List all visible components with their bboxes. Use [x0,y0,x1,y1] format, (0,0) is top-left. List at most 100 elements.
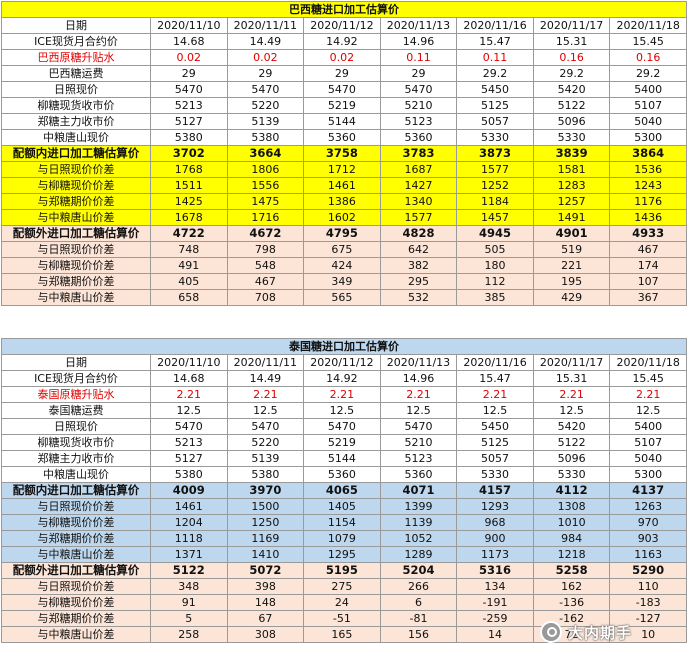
date-header: 2020/11/17 [532,354,611,371]
cell-value: 1461 [303,177,381,194]
cell-value: 5330 [456,129,534,146]
cell-value: 429 [532,289,611,306]
date-header: 2020/11/10 [150,17,228,34]
table-row: 与日照现价价差 748 798 675 642 505 519 467 [1,241,687,258]
row-label: 与柳糖现价价差 [1,594,151,611]
cell-value: 15.31 [532,370,611,387]
table-row: 与中粮唐山价差 1371 1410 1295 1289 1173 1218 1163 [1,546,687,563]
cell-value: 5204 [379,562,458,579]
cell-value: 5 [150,610,228,627]
row-label: 配额内进口加工糖估算价 [1,145,151,162]
row-label: 与日照现价价差 [1,498,151,515]
table-row: 巴西原糖升贴水 0.02 0.02 0.02 0.11 0.11 0.16 0.16 [1,49,687,66]
cell-value: 1052 [379,530,458,547]
cell-value: 1491 [532,209,611,226]
cell-value: 3783 [379,145,458,162]
title-row: 巴西糖进口加工估算价 [1,1,687,18]
cell-value: 15.31 [532,33,611,50]
cell-value: 4157 [456,482,534,499]
cell-value: 4065 [303,482,381,499]
cell-value: 1218 [532,546,611,563]
cell-value: 903 [609,530,687,547]
cell-value: 1577 [456,161,534,178]
cell-value: -51 [303,610,381,627]
cell-value: 67 [226,610,305,627]
cell-value: 5040 [609,450,687,467]
row-label: 与郑糖期价价差 [1,530,151,547]
cell-value: 14.92 [303,33,381,50]
date-header: 2020/11/13 [379,17,458,34]
cell-value: 5139 [226,450,305,467]
table-row: 与中粮唐山价差 258 308 165 156 14 72 10 [1,626,687,643]
cell-value: 29 [150,65,228,82]
table-row: 与中粮唐山价差 658 708 565 532 385 429 367 [1,289,687,306]
cell-value: 29 [379,65,458,82]
cell-value: 4901 [532,225,611,242]
cell-value: 3702 [150,145,228,162]
cell-value: 1457 [456,209,534,226]
cell-value: 1461 [150,498,228,515]
row-label: 与中粮唐山价差 [1,209,151,226]
cell-value: 5144 [303,450,381,467]
cell-value: -183 [609,594,687,611]
cell-value: 0.16 [609,49,687,66]
cell-value: 1263 [609,498,687,515]
cell-value: 5470 [379,418,458,435]
row-label: 柳糖现货收市价 [1,97,151,114]
cell-value: 1289 [379,546,458,563]
cell-value: 1176 [609,193,687,210]
row-label: 与日照现价价差 [1,578,151,595]
cell-value: 5258 [532,562,611,579]
cell-value: 5330 [532,129,611,146]
table-row: 配额内进口加工糖估算价 4009 3970 4065 4071 4157 4112 4137 [1,482,687,499]
cell-value: 424 [303,257,381,274]
cell-value: 5400 [609,81,687,98]
cell-value: 5300 [609,129,687,146]
cell-value: 29.2 [532,65,611,82]
cell-value: 5360 [379,129,458,146]
cell-value: 5210 [379,434,458,451]
cell-value: 5123 [379,450,458,467]
cell-value: 5057 [456,113,534,130]
cell-value: 4009 [150,482,228,499]
cell-value: 14.68 [150,33,228,50]
cell-value: 5420 [532,418,611,435]
cell-value: 1204 [150,514,228,531]
thailand-sugar-table: 泰国糖进口加工估算价 日期 2020/11/10 2020/11/11 2020/11/… [1,338,687,643]
cell-value: 12.5 [532,402,611,419]
cell-value: 29 [226,65,305,82]
row-label: 巴西原糖升贴水 [1,49,151,66]
cell-value: 1169 [226,530,305,547]
table-row: 与柳糖现价价差 91 148 24 6 -191 -136 -183 [1,594,687,611]
table-row: 日照现价 5470 5470 5470 5470 5450 5420 5400 [1,81,687,98]
cell-value: 24 [303,594,381,611]
cell-value: 134 [456,578,534,595]
cell-value: 1250 [226,514,305,531]
cell-value: 1806 [226,161,305,178]
cell-value: 14.68 [150,370,228,387]
cell-value: 1252 [456,177,534,194]
cell-value: 1386 [303,193,381,210]
cell-value: 1425 [150,193,228,210]
cell-value: 532 [379,289,458,306]
cell-value: 5330 [532,466,611,483]
cell-value: 1371 [150,546,228,563]
table-row: 与郑糖期价价差 1425 1475 1386 1340 1184 1257 1176 [1,193,687,210]
cell-value: 382 [379,257,458,274]
cell-value: 4137 [609,482,687,499]
cell-value: 12.5 [456,402,534,419]
cell-value: 110 [609,578,687,595]
cell-value: 5096 [532,450,611,467]
cell-value: 5127 [150,113,228,130]
row-label: 郑糖主力收市价 [1,450,151,467]
watermark-text: 大内期手 [568,623,633,642]
date-header: 2020/11/16 [456,17,534,34]
cell-value: 3839 [532,145,611,162]
cell-value: 162 [532,578,611,595]
cell-value: 1475 [226,193,305,210]
cell-value: 5450 [456,418,534,435]
cell-value: 12.5 [379,402,458,419]
cell-value: 984 [532,530,611,547]
table-row: 与中粮唐山价差 1678 1716 1602 1577 1457 1491 1436 [1,209,687,226]
cell-value: 5107 [609,434,687,451]
